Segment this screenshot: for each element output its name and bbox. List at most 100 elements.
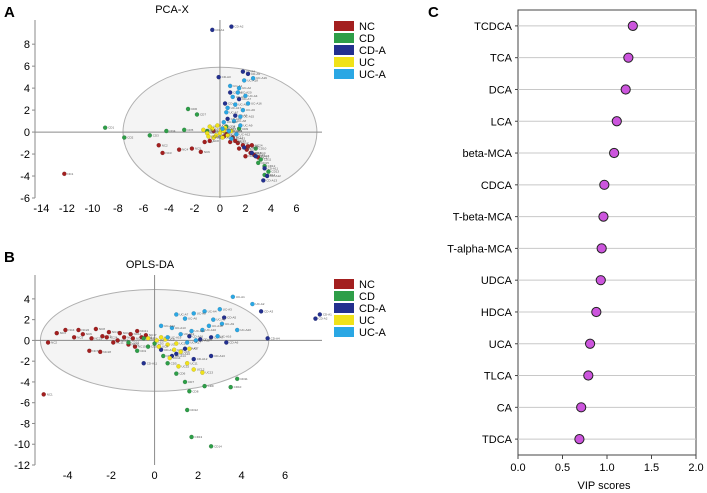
opls-point-label: UC12 [197, 367, 205, 371]
pca-point-label: CD3 [153, 133, 159, 137]
opls-y-tick-label: 0 [24, 335, 30, 347]
opls-point-nc [80, 331, 86, 337]
pca-y-tick-label: 2 [24, 105, 30, 117]
legend-label-cd-a: CD-A [359, 45, 387, 57]
opls-point-label: NC4 [68, 328, 74, 332]
pca-point-label: NC14 [250, 148, 258, 152]
vip-dot [591, 306, 602, 318]
pca-point-label: CD13 [271, 170, 279, 174]
pca-point-label: CD6 [191, 107, 197, 111]
pca-point-cd [266, 169, 271, 174]
vip-category-label: CDCA [481, 180, 513, 192]
opls-point-label: UC-A4 [208, 309, 217, 313]
pca-point-cd-a [210, 27, 215, 33]
pca-point-label: NC3 [166, 151, 172, 155]
opls-point-label: NC18 [103, 350, 111, 354]
opls-point-nc [87, 348, 92, 354]
opls-point-label: CD-A15 [164, 348, 175, 352]
legend-label-cd: CD [359, 291, 375, 303]
pca-point-label: NC6 [204, 150, 210, 154]
opls-point-label: CD1 [140, 349, 146, 353]
opls-point-nc [45, 340, 51, 345]
opls-point-label: UC2 [160, 338, 166, 342]
pca-x-tick-label: -2 [190, 203, 200, 215]
pca-point-cd-a [232, 113, 238, 118]
opls-point-cd [184, 407, 190, 413]
pca-point-cd [121, 135, 127, 140]
legend-swatch-uc [334, 57, 354, 67]
opls-point-uc-a [182, 316, 188, 321]
opls-point-uc [178, 349, 183, 355]
opls-point-nc [130, 336, 136, 341]
opls-point-uc-a [219, 321, 225, 327]
opls-x-tick-label: 6 [282, 470, 288, 482]
pca-point-uc-a [226, 128, 232, 134]
opls-point-label: CD-A2 [318, 317, 327, 321]
pca-point-label: UC2 [215, 127, 221, 131]
pca-point-label: UC-A1 [233, 84, 242, 88]
opls-point-label: UC-A9 [225, 322, 234, 326]
opls-point-label: UC6 [184, 350, 190, 354]
opls-point-cd-a [317, 312, 323, 317]
opls-point-nc [106, 329, 112, 335]
opls-point-nc [115, 338, 120, 343]
pca-point-label: UC14 [211, 134, 219, 138]
panel-letter-c: C [428, 4, 439, 21]
opls-point-nc [121, 334, 127, 340]
legend-swatch-nc [334, 279, 354, 289]
opls-point-cd-a [208, 334, 214, 340]
pca-point-label: NC22 [227, 134, 235, 138]
opls-point-label: CD3 [158, 342, 164, 346]
pca-point-cd [253, 146, 258, 151]
pca-point-label: NC16 [257, 153, 265, 157]
opls-point-uc [191, 367, 197, 372]
legend-label-uc-a: UC-A [359, 327, 387, 339]
pca-point-uc-a [231, 118, 237, 124]
pca-x-tick-label: -6 [139, 203, 149, 215]
opls-point-uc [176, 364, 181, 369]
pca-point-label: CD9 [242, 127, 248, 131]
vip-x-tick-label: 1.0 [599, 462, 614, 474]
pca-point-label: NC25 [248, 154, 256, 158]
opls-point-nc [134, 328, 140, 334]
opls-point-label: CD2 [151, 345, 157, 349]
opls-y-tick-label: -6 [20, 398, 30, 410]
opls-point-uc [200, 370, 205, 375]
pca-point-label: CD-A12 [270, 174, 281, 178]
opls-point-nc [93, 326, 99, 332]
vip-category-label: DCA [489, 84, 513, 96]
opls-point-label: NC14 [134, 332, 142, 336]
pca-point-uc-a [220, 126, 225, 132]
legend-label-uc: UC [359, 315, 375, 327]
pca-point-nc [62, 171, 67, 177]
pca-point-cd-a [245, 71, 251, 77]
pca-title: PCA-X [155, 4, 189, 16]
pca-point-label: UC-A20 [241, 91, 252, 95]
pca-point-label: UC7 [231, 133, 237, 137]
opls-point-label: UC-A6 [188, 317, 197, 321]
opls-point-uc [154, 338, 160, 343]
pca-point-cd [164, 128, 169, 134]
opls-point-cd [182, 379, 188, 385]
opls-point-cd-a [141, 360, 147, 366]
opls-point-label: CD-A5 [227, 316, 236, 320]
opls-point-cd [187, 388, 192, 394]
pca-point-label: UC-A16 [251, 102, 262, 106]
opls-point-label: UC5 [177, 348, 183, 352]
opls-point-label: CD5 [171, 361, 177, 365]
opls-point-label: NC5 [77, 335, 83, 339]
opls-da-panel: B OPLS-DA -12 -10 -8 -6 -4 -2 0 2 4 -4 -2 0 2 4 6 NC1 NC… [4, 249, 387, 482]
opls-point-uc [165, 342, 170, 347]
pca-point-uc [215, 123, 220, 128]
pca-y-tick-label: -4 [20, 171, 30, 183]
pca-panel: A PCA-X -6 -4 -2 0 2 4 6 8 -14 -12 -10 -8 -6 -4 -2 0 2 4 6… [4, 4, 387, 215]
vip-category-label: UDCA [481, 275, 513, 287]
pca-point-label: CD-A16 [247, 145, 258, 149]
pca-point-label: NC12 [241, 141, 249, 145]
pca-point-cd [258, 157, 264, 162]
opls-point-label: CD14 [214, 444, 222, 448]
legend-label-cd-a: CD-A [359, 303, 387, 315]
opls-point-nc [54, 330, 60, 336]
vip-dot [611, 116, 622, 127]
opls-point-label: NC19 [121, 338, 129, 342]
